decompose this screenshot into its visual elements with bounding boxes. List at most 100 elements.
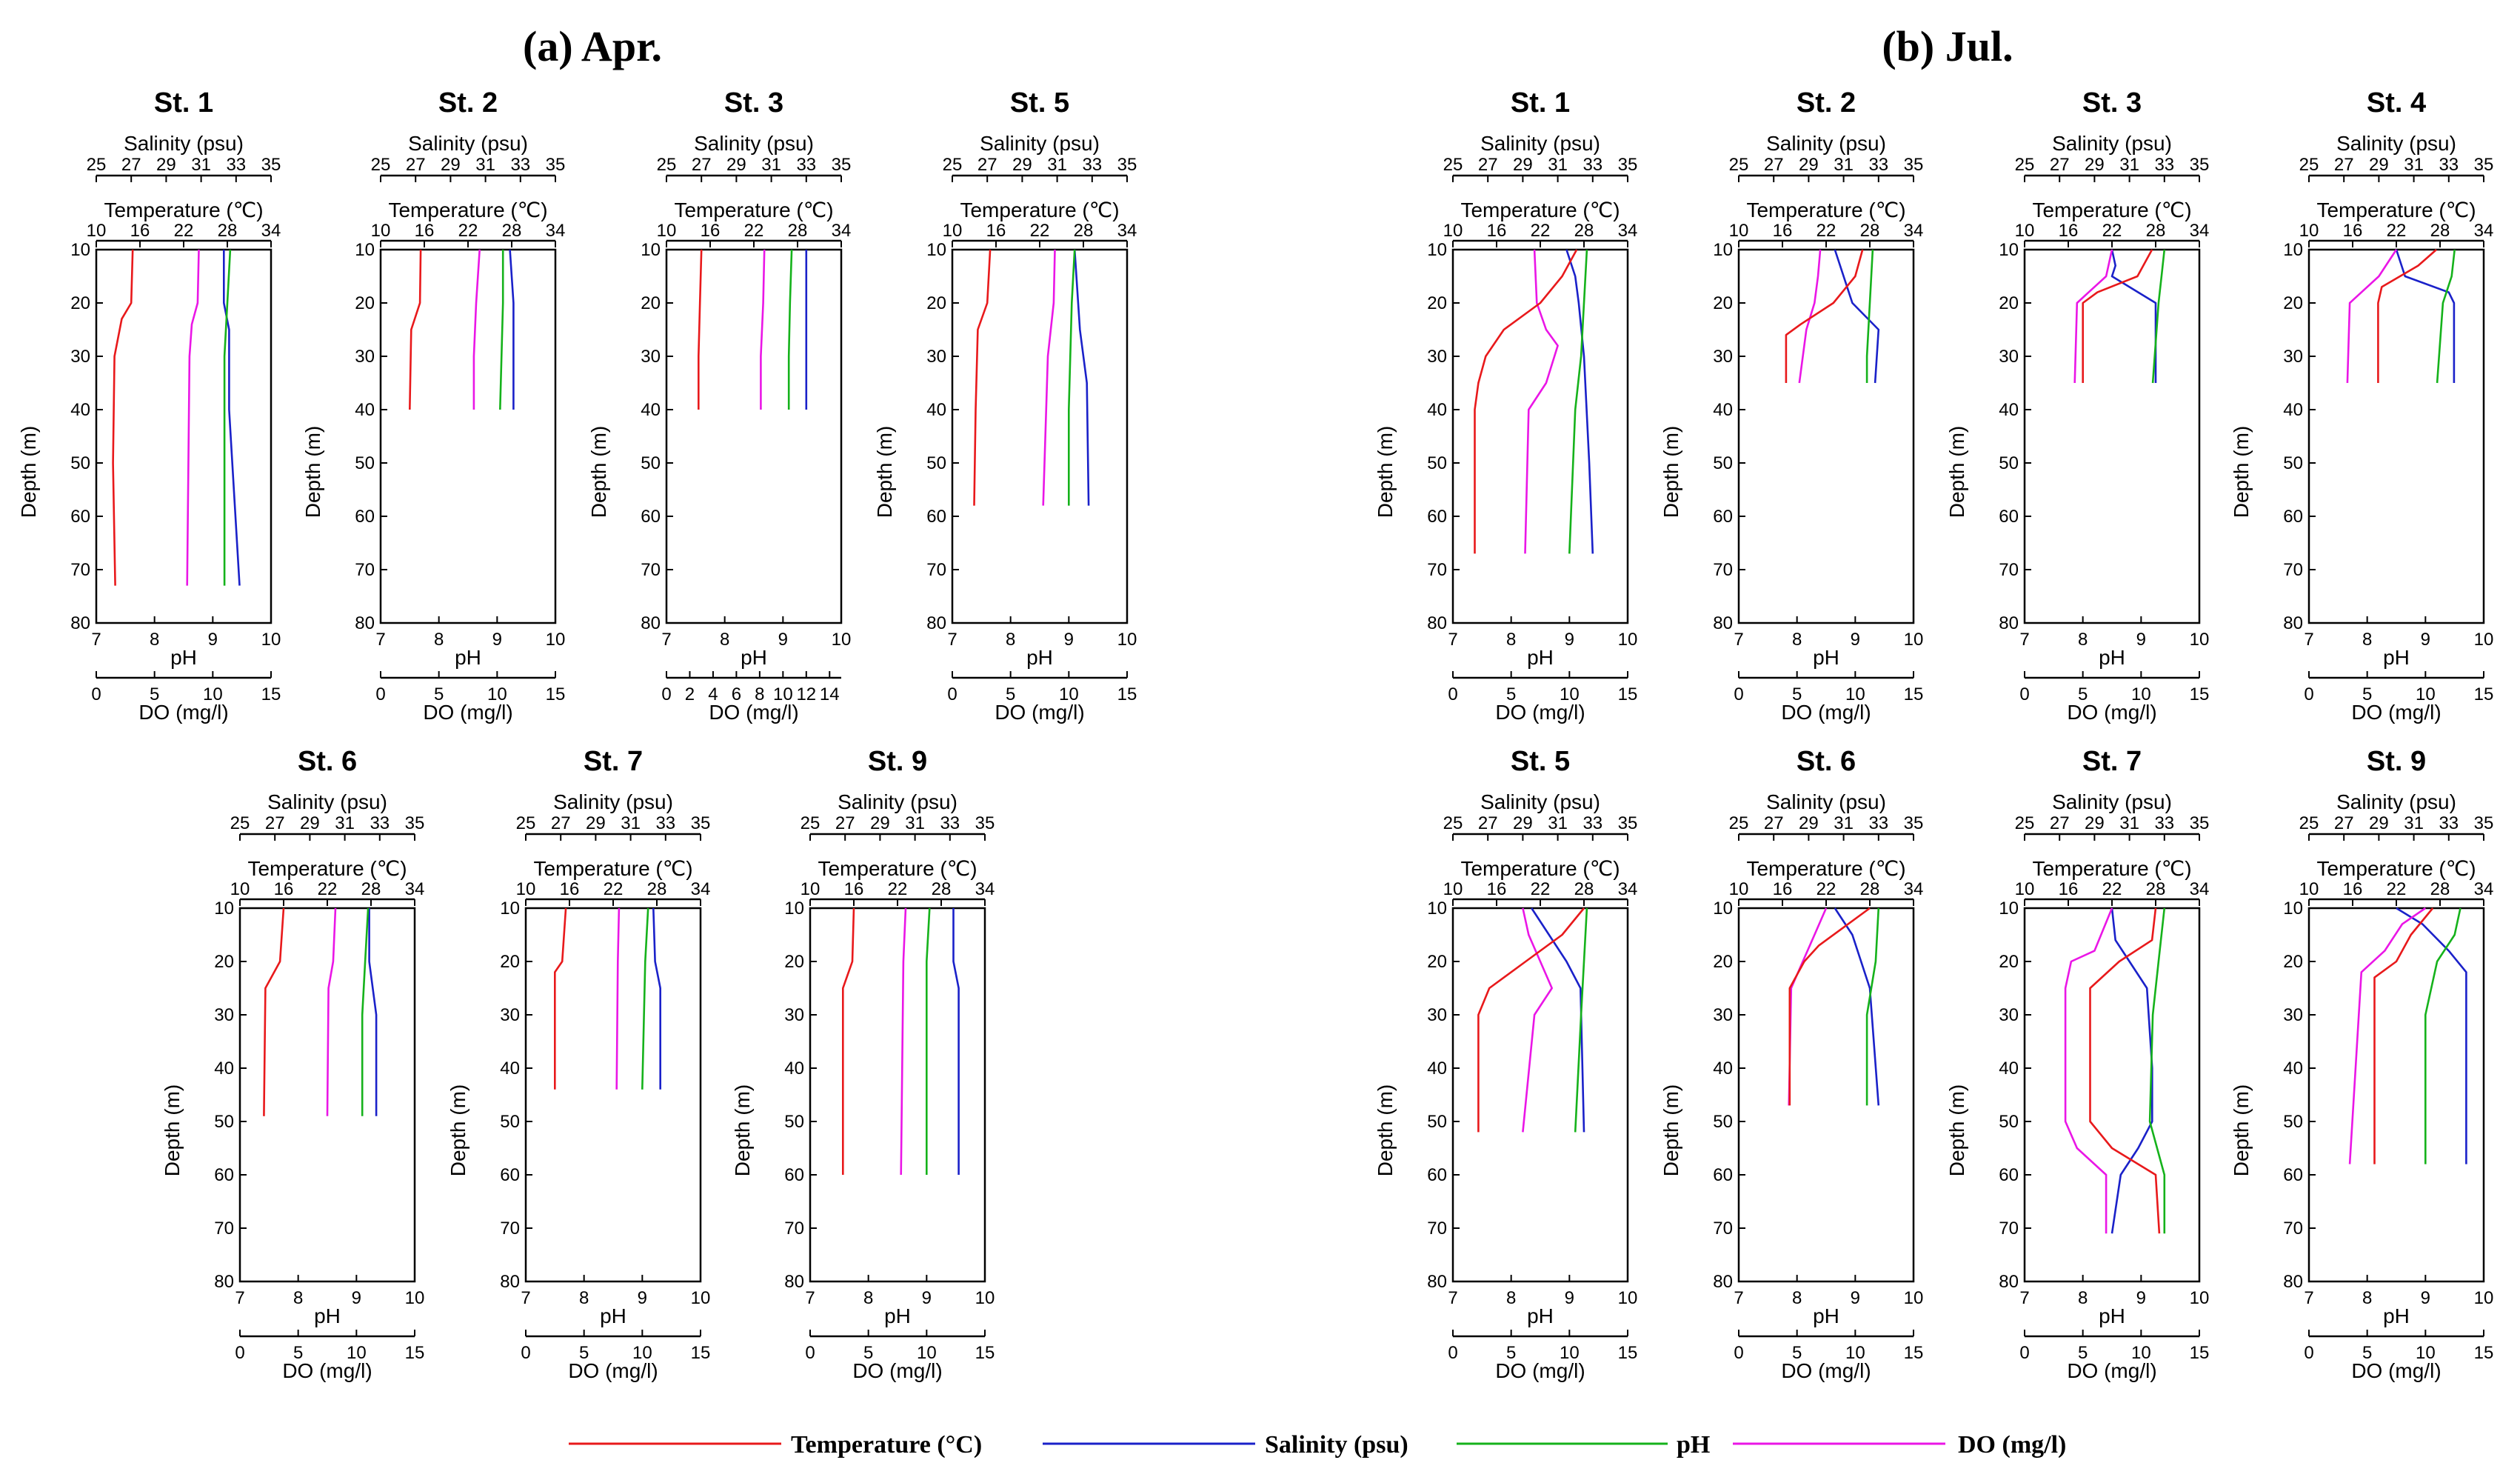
depth-tick-label: 60 xyxy=(70,507,90,527)
depth-tick-label: 80 xyxy=(2283,613,2303,633)
salinity-tick-label: 25 xyxy=(801,813,820,833)
station-title: St. 3 xyxy=(2082,87,2142,119)
depth-axis-label: Depth (m) xyxy=(1374,1084,1397,1176)
temperature-tick-label: 22 xyxy=(1817,879,1836,899)
temperature-series-line xyxy=(2373,907,2434,1164)
ph-axis-label: pH xyxy=(2099,1304,2125,1327)
temperature-series-line xyxy=(973,249,992,506)
temperature-tick-label: 28 xyxy=(1574,879,1594,899)
do-tick-label: 10 xyxy=(2131,1343,2151,1363)
salinity-tick-label: 31 xyxy=(1834,155,1854,175)
depth-tick-label: 80 xyxy=(1999,613,2019,633)
salinity-tick-label: 27 xyxy=(1764,813,1784,833)
depth-tick-label: 30 xyxy=(2283,347,2303,367)
salinity-tick-label: 35 xyxy=(546,155,566,175)
ph-axis-label: pH xyxy=(455,646,481,669)
temperature-series-line xyxy=(1474,249,1578,554)
temperature-tick-label: 34 xyxy=(2190,221,2210,241)
temperature-tick-label: 16 xyxy=(2343,221,2363,241)
depth-tick-label: 40 xyxy=(1427,1059,1447,1079)
ph-tick-label: 9 xyxy=(1851,630,1860,650)
depth-tick-label: 60 xyxy=(1999,507,2019,527)
ph-tick-label: 10 xyxy=(832,630,852,650)
do-tick-label: 10 xyxy=(2131,684,2151,704)
temperature-tick-label: 16 xyxy=(1487,879,1507,899)
salinity-series-line xyxy=(952,908,960,1175)
do-tick-label: 0 xyxy=(1734,684,1743,704)
temperature-tick-label: 16 xyxy=(701,221,721,241)
profile-jul-st3: St. 3 Salinity (psu) 25 27 29 31 33 35 Temperatu… xyxy=(1945,87,2209,724)
ph-tick-label: 9 xyxy=(2421,630,2430,650)
depth-tick-label: 20 xyxy=(355,293,375,313)
ph-tick-label: 10 xyxy=(975,1288,995,1308)
station-title: St. 9 xyxy=(2367,746,2426,777)
temperature-tick-label: 16 xyxy=(415,221,435,241)
depth-tick-label: 70 xyxy=(214,1219,234,1239)
do-tick-label: 5 xyxy=(2078,1343,2088,1363)
salinity-tick-label: 25 xyxy=(943,155,963,175)
temperature-tick-label: 34 xyxy=(1904,221,1924,241)
salinity-tick-label: 33 xyxy=(510,155,530,175)
salinity-tick-label: 27 xyxy=(692,155,712,175)
do-tick-label: 10 xyxy=(632,1343,652,1363)
temperature-tick-label: 16 xyxy=(2343,879,2363,899)
salinity-tick-label: 29 xyxy=(441,155,461,175)
ph-tick-label: 10 xyxy=(1618,630,1638,650)
salinity-axis-label: Salinity (psu) xyxy=(2336,132,2456,155)
temperature-series-line xyxy=(263,907,285,1116)
depth-tick-label: 70 xyxy=(641,560,661,580)
ph-axis-label: pH xyxy=(1813,1304,1839,1327)
depth-tick-label: 10 xyxy=(784,899,804,919)
depth-tick-label: 40 xyxy=(70,400,90,420)
ph-tick-label: 8 xyxy=(1792,1288,1802,1308)
do-axis-label: DO (mg/l) xyxy=(2351,701,2441,724)
depth-axis-label: Depth (m) xyxy=(1660,1084,1682,1176)
depth-tick-label: 50 xyxy=(500,1112,520,1132)
do-axis-label: DO (mg/l) xyxy=(1781,1359,1871,1382)
salinity-series-line xyxy=(652,907,662,1090)
ph-tick-label: 7 xyxy=(661,630,671,650)
do-series-line xyxy=(1798,249,1822,384)
depth-tick-label: 80 xyxy=(1427,613,1447,633)
station-title: St. 2 xyxy=(438,87,498,119)
do-tick-label: 10 xyxy=(2416,1343,2436,1363)
legend-label-do: DO (mg/l) xyxy=(1958,1431,2066,1459)
temperature-tick-label: 10 xyxy=(2015,221,2035,241)
ph-tick-label: 10 xyxy=(1117,630,1137,650)
temperature-tick-label: 22 xyxy=(174,221,194,241)
depth-axis-label: Depth (m) xyxy=(2230,1084,2253,1176)
salinity-tick-label: 33 xyxy=(1582,155,1602,175)
do-tick-label: 10 xyxy=(1845,1343,1865,1363)
depth-tick-label: 20 xyxy=(1999,952,2019,972)
temperature-tick-label: 10 xyxy=(2299,879,2319,899)
salinity-tick-label: 31 xyxy=(1834,813,1854,833)
plot-frame xyxy=(238,907,416,1283)
salinity-tick-label: 27 xyxy=(265,813,285,833)
ph-axis-label: pH xyxy=(2099,646,2125,669)
depth-tick-label: 70 xyxy=(70,560,90,580)
salinity-tick-label: 33 xyxy=(370,813,390,833)
depth-tick-label: 20 xyxy=(214,952,234,972)
temperature-tick-label: 16 xyxy=(1773,879,1793,899)
profile-apr-st9: St. 9 Salinity (psu) 25 27 29 31 33 35 Temperatu… xyxy=(731,746,995,1382)
salinity-axis-label: Salinity (psu) xyxy=(1480,790,1600,813)
temperature-series-line xyxy=(409,249,422,410)
salinity-tick-label: 29 xyxy=(1513,155,1533,175)
depth-tick-label: 40 xyxy=(1427,400,1447,420)
do-tick-label: 5 xyxy=(1792,1343,1802,1363)
salinity-tick-label: 31 xyxy=(1548,813,1568,833)
salinity-tick-label: 33 xyxy=(940,813,960,833)
temperature-tick-label: 28 xyxy=(502,221,522,241)
temperature-tick-label: 34 xyxy=(2190,879,2210,899)
station-title: St. 2 xyxy=(1797,87,1856,119)
salinity-tick-label: 25 xyxy=(516,813,536,833)
ph-tick-label: 8 xyxy=(2362,630,2372,650)
temperature-axis-label: Temperature (℃) xyxy=(2032,857,2191,880)
temperature-tick-label: 22 xyxy=(1030,221,1050,241)
ph-tick-label: 10 xyxy=(261,630,281,650)
do-tick-label: 10 xyxy=(773,684,793,704)
do-tick-label: 0 xyxy=(2019,1343,2029,1363)
ph-axis-label: pH xyxy=(314,1304,341,1327)
temperature-tick-label: 10 xyxy=(801,879,820,899)
do-series-line xyxy=(615,907,621,1090)
